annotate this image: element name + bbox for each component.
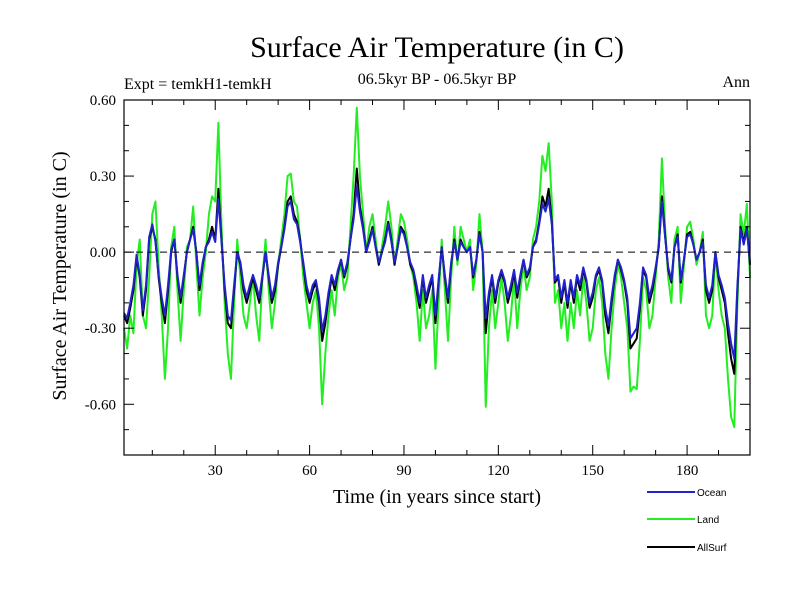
chart-title: Surface Air Temperature (in C) bbox=[250, 31, 624, 64]
season-label: Ann bbox=[722, 74, 750, 91]
y-tick-label: 0.00 bbox=[90, 245, 116, 261]
x-tick-label: 180 bbox=[676, 463, 699, 479]
legend: Ocean Land AllSurf bbox=[647, 488, 727, 554]
y-tick-label: -0.60 bbox=[85, 397, 116, 413]
x-tick-label: 60 bbox=[302, 463, 317, 479]
series-line-land bbox=[123, 106, 751, 429]
series-line-ocean bbox=[123, 185, 751, 360]
legend-label-ocean: Ocean bbox=[697, 488, 726, 499]
experiment-label: Expt = temkH1-temkH bbox=[124, 76, 272, 93]
x-tick-label: 150 bbox=[581, 463, 604, 479]
y-axis-label: Surface Air Temperature (in C) bbox=[49, 151, 71, 400]
legend-label-land: Land bbox=[697, 515, 719, 526]
x-tick-label: 120 bbox=[487, 463, 510, 479]
x-axis-label: Time (in years since start) bbox=[333, 486, 541, 508]
x-tick-label: 90 bbox=[396, 463, 411, 479]
y-tick-label: -0.30 bbox=[85, 321, 116, 337]
x-tick-label: 30 bbox=[208, 463, 223, 479]
legend-label-allsurf: AllSurf bbox=[697, 543, 727, 554]
plot-area: 0.60 0.30 0.00 -0.30 -0.60 30 60 90 120 150 180 bbox=[85, 93, 751, 479]
y-tick-label: 0.60 bbox=[90, 93, 116, 109]
y-tick-label: 0.30 bbox=[90, 169, 116, 185]
period-label: 06.5kyr BP - 06.5kyr BP bbox=[358, 71, 517, 88]
